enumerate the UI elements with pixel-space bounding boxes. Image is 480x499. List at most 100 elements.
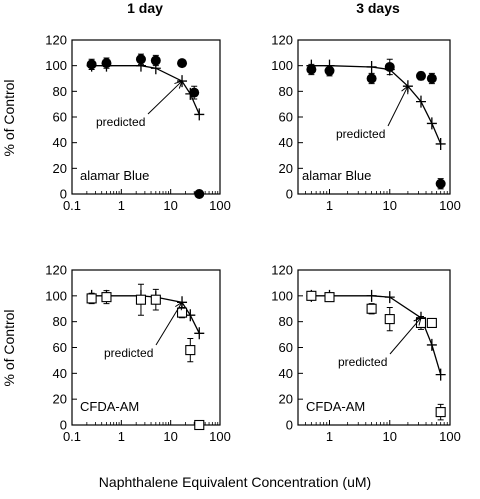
data-point <box>101 58 112 69</box>
y-tick-label: 100 <box>45 288 67 303</box>
data-point <box>324 292 335 303</box>
y-tick-label: 60 <box>279 110 293 125</box>
x-tick-label: 100 <box>209 198 231 213</box>
x-tick-label: 1 <box>118 429 125 444</box>
y-tick-label: 120 <box>45 263 67 278</box>
x-tick-label: 10 <box>383 198 397 213</box>
y-tick-label: 0 <box>60 418 67 433</box>
predicted-arrow-head <box>174 80 183 89</box>
y-tick-label: 20 <box>279 161 293 176</box>
x-tick-label: 1 <box>326 198 333 213</box>
y-tick-label: 60 <box>53 110 67 125</box>
predicted-marker <box>426 117 437 130</box>
y-tick-label: 80 <box>279 314 293 329</box>
panel-label: CFDA-AM <box>80 399 139 414</box>
x-tick-label: 0.1 <box>63 429 81 444</box>
data-point <box>324 65 335 76</box>
y-tick-label: 40 <box>279 366 293 381</box>
data-point <box>176 307 188 318</box>
predicted-line <box>91 65 200 115</box>
data-point <box>306 290 317 301</box>
data-point <box>185 345 196 356</box>
y-tick-label: 60 <box>53 340 67 355</box>
data-point <box>194 189 205 199</box>
data-point <box>177 58 188 69</box>
data-point <box>384 61 395 72</box>
y-tick-label: 100 <box>45 58 67 73</box>
y-tick-label: 20 <box>53 161 67 176</box>
chart-panel-1: 0 20 40 60 80 100 120 0.1 1 10 100 alamar Blue predi… <box>45 33 231 214</box>
x-tick-label: 1 <box>118 198 125 213</box>
y-tick-label: 120 <box>45 33 67 48</box>
data-point <box>150 55 161 66</box>
y-tick-label: 40 <box>53 366 67 381</box>
predicted-arrow <box>387 85 409 127</box>
y-tick-label: 80 <box>279 84 293 99</box>
predicted-arrow-head <box>175 301 183 311</box>
predicted-arrow-head <box>413 316 422 326</box>
y-tick-label: 80 <box>53 84 67 99</box>
panel-label: alamar Blue <box>302 168 371 183</box>
predicted-marker <box>194 108 205 121</box>
column-title-3-days: 3 days <box>356 0 400 16</box>
x-tick-label: 100 <box>209 429 231 444</box>
y-tick-label: 0 <box>286 187 293 202</box>
predicted-marker <box>384 291 395 304</box>
x-tick-label: 0.1 <box>63 198 81 213</box>
predicted-arrow <box>147 80 183 115</box>
data-point <box>415 70 426 81</box>
data-point <box>101 292 112 303</box>
y-tick-label: 100 <box>271 58 293 73</box>
y-tick-label: 20 <box>53 392 67 407</box>
data-point <box>384 314 395 325</box>
y-tick-label: 40 <box>53 135 67 150</box>
y-axis-label-top: % of Control <box>1 79 17 156</box>
y-tick-label: 100 <box>271 288 293 303</box>
predicted-marker <box>194 327 205 340</box>
x-tick-label: 1 <box>326 429 333 444</box>
y-tick-label: 120 <box>271 263 293 278</box>
panel-label: alamar Blue <box>80 168 149 183</box>
x-tick-label: 10 <box>163 429 177 444</box>
data-point <box>189 87 200 98</box>
y-tick-label: 60 <box>279 340 293 355</box>
predicted-marker <box>435 137 446 150</box>
predicted-marker <box>426 338 437 351</box>
predicted-annotation: predicted <box>338 355 387 369</box>
y-axis-label-bottom: % of Control <box>1 309 17 386</box>
predicted-line <box>311 65 442 145</box>
data-point <box>435 178 446 189</box>
data-point <box>426 317 437 329</box>
data-point <box>306 64 317 75</box>
data-point <box>366 303 377 314</box>
y-tick-label: 120 <box>271 33 293 48</box>
x-tick-label: 10 <box>163 198 177 213</box>
data-point <box>415 317 427 329</box>
panel-label: CFDA-AM <box>306 399 365 414</box>
predicted-marker <box>366 60 377 73</box>
predicted-arrow-head <box>401 85 409 95</box>
y-tick-label: 0 <box>60 187 67 202</box>
predicted-annotation: predicted <box>96 115 145 129</box>
data-point <box>86 293 97 304</box>
data-point <box>86 59 97 70</box>
predicted-annotation: predicted <box>104 346 153 360</box>
y-tick-label: 0 <box>286 418 293 433</box>
x-axis-label: Naphthalene Equivalent Concentration (uM… <box>99 474 371 490</box>
data-point <box>135 54 146 65</box>
data-point <box>366 73 377 84</box>
x-tick-label: 100 <box>439 198 461 213</box>
y-tick-label: 40 <box>279 135 293 150</box>
predicted-arrow <box>389 317 422 355</box>
data-point <box>426 73 437 84</box>
predicted-marker <box>435 368 446 381</box>
column-title-1-day: 1 day <box>127 0 163 16</box>
predicted-marker <box>366 289 377 302</box>
chart-panel-3: 0 20 40 60 80 100 120 0.1 1 10 100 CFDA-AM predicted <box>45 263 231 445</box>
data-point <box>435 407 446 418</box>
data-point <box>150 294 161 305</box>
data-point <box>194 419 205 431</box>
